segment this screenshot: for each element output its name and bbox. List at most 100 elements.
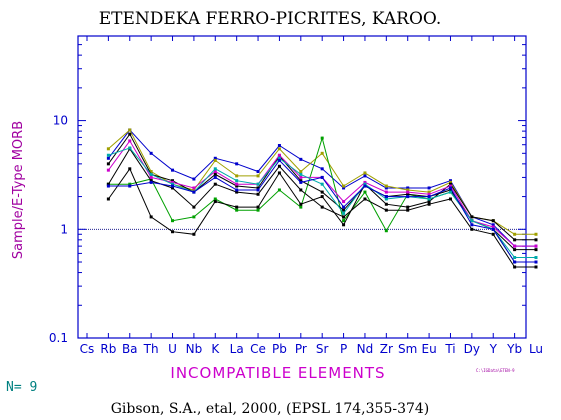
data-point [513,244,517,248]
x-tick-label: Ba [122,342,138,356]
data-point [448,186,452,190]
data-point [299,157,303,161]
x-tick-label: U [168,342,177,356]
plot-frame [77,35,527,339]
data-point [235,190,239,194]
data-point [363,180,367,184]
data-point [128,167,132,171]
x-axis-label: INCOMPATIBLE ELEMENTS [170,364,385,382]
data-point [149,179,153,183]
x-tick-label: Rb [100,342,116,356]
data-point [534,232,538,236]
x-tick-label: Zr [380,342,393,356]
data-point [106,153,110,157]
data-point [427,192,431,196]
x-tick-label: Dy [464,342,480,356]
data-point [384,208,388,212]
data-point [491,225,495,229]
data-point [192,188,196,192]
y-tick-label: 0.1 [49,331,68,345]
x-tick-label: P [340,342,347,356]
data-point [171,219,175,223]
data-point [213,158,217,162]
data-point [256,188,260,192]
x-tick-label: Ce [250,342,266,356]
data-point [320,195,324,199]
data-point [320,151,324,155]
data-point [427,186,431,190]
data-point [320,190,324,194]
data-point [235,162,239,166]
data-point [235,182,239,186]
data-point [342,186,346,190]
data-point [320,175,324,179]
data-point [384,190,388,194]
data-point [171,186,175,190]
data-point [235,188,239,192]
x-tick-label: K [211,342,220,356]
data-point [149,180,153,184]
data-point [534,260,538,264]
data-point [342,208,346,212]
data-point [277,164,281,168]
data-point [192,186,196,190]
data-point [363,190,367,194]
data-point [235,205,239,209]
data-point [513,256,517,260]
data-point [277,143,281,147]
data-point [235,174,239,178]
data-point [320,182,324,186]
y-axis-ticks: 0.1 1 10 [49,35,526,345]
data-point [213,200,217,204]
file-path-note: C:\IGData\ETEN-9 [476,368,515,373]
data-point [406,195,410,199]
x-tick-label: Nd [357,342,374,356]
x-tick-label: Th [143,342,159,356]
x-tick-label: Pr [295,342,307,356]
data-point [299,188,303,192]
data-point [128,139,132,143]
data-point [171,179,175,183]
data-point [128,128,132,132]
data-point [106,168,110,172]
data-point [171,184,175,188]
data-point [256,192,260,196]
data-point [106,184,110,188]
chart-title: ETENDEKA FERRO-PICRITES, KAROO. [99,9,442,29]
x-tick-label: Y [489,342,498,356]
data-point [448,180,452,184]
plot-border [77,35,527,339]
x-tick-label: Yb [506,342,522,356]
data-point [149,151,153,155]
x-tick-label: La [230,342,244,356]
data-point [213,182,217,186]
series-line [108,136,536,263]
data-point [384,229,388,233]
data-point [128,132,132,136]
data-point [106,156,110,160]
x-axis-ticks: Cs Rb Ba Th U Nb K La Ce Pb Pr Sr P Nd Zr Sm Eu Ti Dy Y Yb Lu [80,36,543,356]
data-point [128,184,132,188]
data-point [213,170,217,174]
data-point [363,197,367,201]
y-tick-label: 1 [60,222,68,236]
data-point [491,223,495,227]
data-point [384,202,388,206]
data-point [320,167,324,171]
data-point [384,197,388,201]
data-point [342,205,346,209]
data-point [277,147,281,151]
data-point [427,197,431,201]
x-tick-label: Ti [444,342,455,356]
data-point [406,208,410,212]
x-tick-label: Nb [186,342,203,356]
data-point [213,175,217,179]
data-point [171,180,175,184]
data-point [192,232,196,236]
data-point [534,256,538,260]
data-point [513,265,517,269]
data-point [406,188,410,192]
data-point [406,192,410,196]
x-tick-label: Cs [80,342,95,356]
y-axis-label: Sample/E-Type MORB [11,121,26,259]
